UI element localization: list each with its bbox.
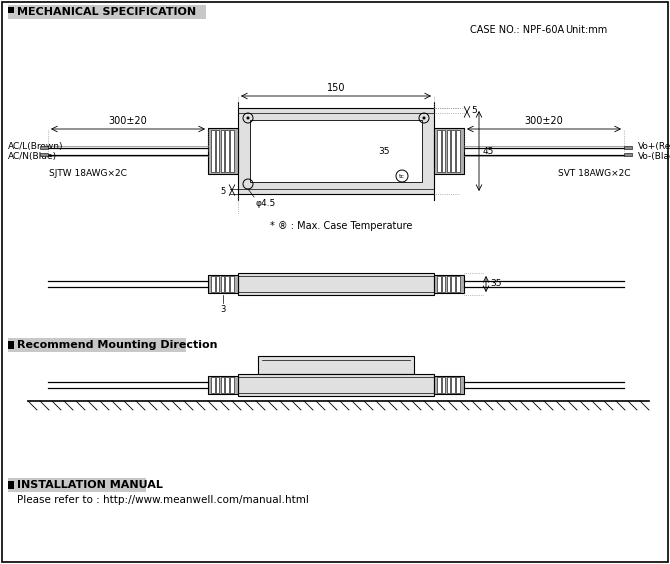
Text: 300±20: 300±20 <box>525 116 563 126</box>
Text: Unit:mm: Unit:mm <box>565 25 607 35</box>
Text: AC/N(Blue): AC/N(Blue) <box>8 152 57 161</box>
Bar <box>464 145 624 157</box>
Text: 3: 3 <box>220 305 226 314</box>
Bar <box>230 276 234 292</box>
Bar <box>442 276 446 292</box>
Bar <box>8 338 186 352</box>
Bar <box>624 153 632 156</box>
Bar <box>452 377 455 393</box>
Bar <box>8 478 146 492</box>
Bar <box>216 377 219 393</box>
Text: 5: 5 <box>220 187 226 196</box>
Bar <box>238 273 434 295</box>
Circle shape <box>247 117 249 120</box>
Text: Vo-(Black): Vo-(Black) <box>638 152 670 161</box>
Text: Vo+(Red): Vo+(Red) <box>638 142 670 151</box>
Bar <box>437 130 440 172</box>
Text: tc: tc <box>399 174 405 178</box>
Bar <box>456 130 460 172</box>
Bar <box>220 130 224 172</box>
Text: Recommend Mounting Direction: Recommend Mounting Direction <box>17 340 218 350</box>
Bar <box>258 356 414 374</box>
Circle shape <box>423 117 425 120</box>
Bar <box>230 377 234 393</box>
Bar <box>442 130 446 172</box>
Bar <box>220 276 224 292</box>
Bar <box>208 128 238 174</box>
Bar <box>208 275 238 293</box>
Bar <box>434 275 464 293</box>
Bar <box>238 108 434 194</box>
Bar <box>208 376 238 394</box>
Bar <box>8 7 14 13</box>
Text: 5: 5 <box>471 106 477 115</box>
Text: φ4.5: φ4.5 <box>256 199 276 208</box>
Bar <box>8 481 14 489</box>
Bar <box>452 130 455 172</box>
Bar <box>211 276 214 292</box>
Bar <box>8 341 14 349</box>
Bar <box>456 377 460 393</box>
Bar <box>434 128 464 174</box>
Text: INSTALLATION MANUAL: INSTALLATION MANUAL <box>17 480 163 490</box>
Bar <box>216 130 219 172</box>
Bar <box>225 276 229 292</box>
Bar <box>230 130 234 172</box>
Bar <box>250 120 422 182</box>
Bar <box>40 153 48 156</box>
Bar <box>624 146 632 149</box>
Bar <box>8 5 206 19</box>
Text: Please refer to : http://www.meanwell.com/manual.html: Please refer to : http://www.meanwell.co… <box>17 495 309 505</box>
Bar <box>211 377 214 393</box>
Text: AC/L(Brown): AC/L(Brown) <box>8 142 64 151</box>
Text: CASE NO.: NPF-60A: CASE NO.: NPF-60A <box>470 25 564 35</box>
Text: 150: 150 <box>327 83 345 93</box>
Bar <box>225 377 229 393</box>
Bar <box>220 377 224 393</box>
Text: * ® : Max. Case Temperature: * ® : Max. Case Temperature <box>270 221 412 231</box>
Bar <box>211 130 214 172</box>
Bar <box>447 276 450 292</box>
Bar <box>434 376 464 394</box>
Bar <box>447 130 450 172</box>
Bar <box>456 276 460 292</box>
Bar <box>447 377 450 393</box>
Text: 35: 35 <box>379 147 390 156</box>
Bar <box>437 377 440 393</box>
Text: 45: 45 <box>483 147 494 156</box>
Text: 300±20: 300±20 <box>109 116 147 126</box>
Text: SJTW 18AWG×2C: SJTW 18AWG×2C <box>49 169 127 178</box>
Bar <box>216 276 219 292</box>
Text: SVT 18AWG×2C: SVT 18AWG×2C <box>557 169 630 178</box>
Bar <box>225 130 229 172</box>
Text: 35: 35 <box>490 280 502 289</box>
Bar <box>238 374 434 396</box>
Bar <box>452 276 455 292</box>
Bar <box>437 276 440 292</box>
Bar <box>40 146 48 149</box>
Text: MECHANICAL SPECIFICATION: MECHANICAL SPECIFICATION <box>17 7 196 17</box>
Bar <box>48 145 208 157</box>
Bar <box>442 377 446 393</box>
